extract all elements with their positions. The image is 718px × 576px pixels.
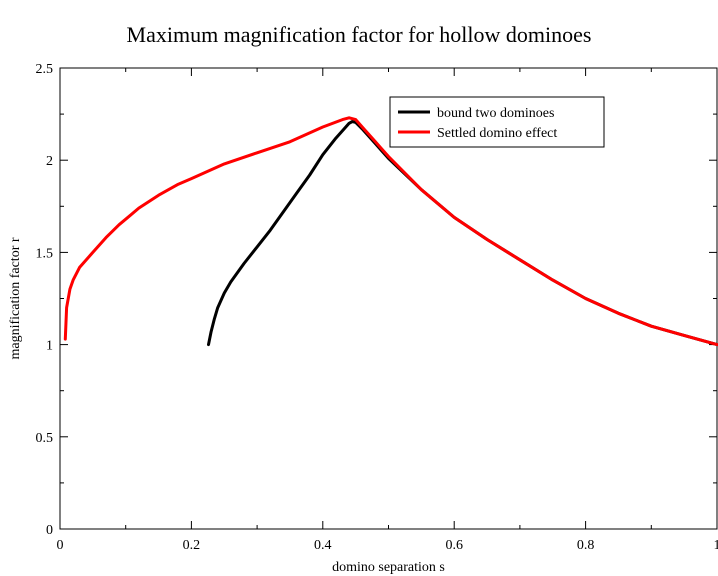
y-tick-label: 2.5: [36, 62, 54, 77]
x-tick-label: 0.4: [314, 538, 332, 553]
x-tick-label: 0: [57, 538, 64, 553]
x-axis-label: domino separation s: [332, 560, 445, 575]
series-line-1: [207, 120, 718, 347]
y-tick-label: 0.5: [36, 431, 54, 446]
x-tick-label: 0.6: [445, 538, 463, 553]
plot-frame: [59, 67, 718, 530]
y-tick-label: 2: [46, 154, 53, 169]
legend-label: bound two dominoes: [437, 106, 554, 121]
chart-title: Maximum magnification factor for hollow …: [126, 22, 592, 47]
y-axis-label: magnification factor r: [8, 237, 23, 359]
x-tick-label: 0.8: [577, 538, 595, 553]
x-tick-label: 1: [714, 538, 718, 553]
y-tick-label: 0: [46, 523, 53, 538]
series-line-2: [63, 116, 718, 347]
y-tick-label: 1.5: [36, 246, 54, 261]
y-tick-label: 1: [46, 339, 53, 354]
legend-box: [389, 96, 605, 148]
legend-label: Settled domino effect: [437, 126, 557, 141]
x-tick-label: 0.2: [183, 538, 201, 553]
